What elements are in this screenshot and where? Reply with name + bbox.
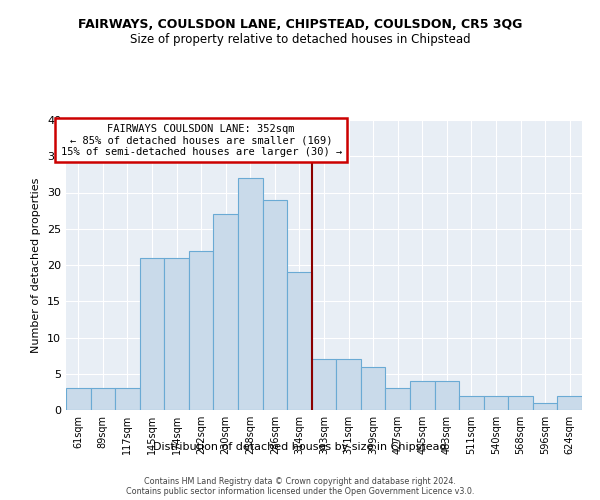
Bar [361, 366, 385, 410]
Bar [508, 396, 533, 410]
Bar [336, 359, 361, 410]
Y-axis label: Number of detached properties: Number of detached properties [31, 178, 41, 352]
Bar [263, 200, 287, 410]
Bar [410, 381, 434, 410]
Bar [189, 250, 214, 410]
Bar [238, 178, 263, 410]
Text: Size of property relative to detached houses in Chipstead: Size of property relative to detached ho… [130, 32, 470, 46]
Bar [164, 258, 189, 410]
Bar [484, 396, 508, 410]
Bar [434, 381, 459, 410]
Bar [557, 396, 582, 410]
Text: Distribution of detached houses by size in Chipstead: Distribution of detached houses by size … [153, 442, 447, 452]
Bar [459, 396, 484, 410]
Bar [140, 258, 164, 410]
Text: Contains HM Land Registry data © Crown copyright and database right 2024.: Contains HM Land Registry data © Crown c… [144, 476, 456, 486]
Bar [214, 214, 238, 410]
Bar [312, 359, 336, 410]
Bar [533, 403, 557, 410]
Bar [91, 388, 115, 410]
Bar [287, 272, 312, 410]
Bar [385, 388, 410, 410]
Text: FAIRWAYS COULSDON LANE: 352sqm
← 85% of detached houses are smaller (169)
15% of: FAIRWAYS COULSDON LANE: 352sqm ← 85% of … [61, 124, 342, 157]
Text: Contains public sector information licensed under the Open Government Licence v3: Contains public sector information licen… [126, 486, 474, 496]
Bar [66, 388, 91, 410]
Text: FAIRWAYS, COULSDON LANE, CHIPSTEAD, COULSDON, CR5 3QG: FAIRWAYS, COULSDON LANE, CHIPSTEAD, COUL… [78, 18, 522, 30]
Bar [115, 388, 140, 410]
